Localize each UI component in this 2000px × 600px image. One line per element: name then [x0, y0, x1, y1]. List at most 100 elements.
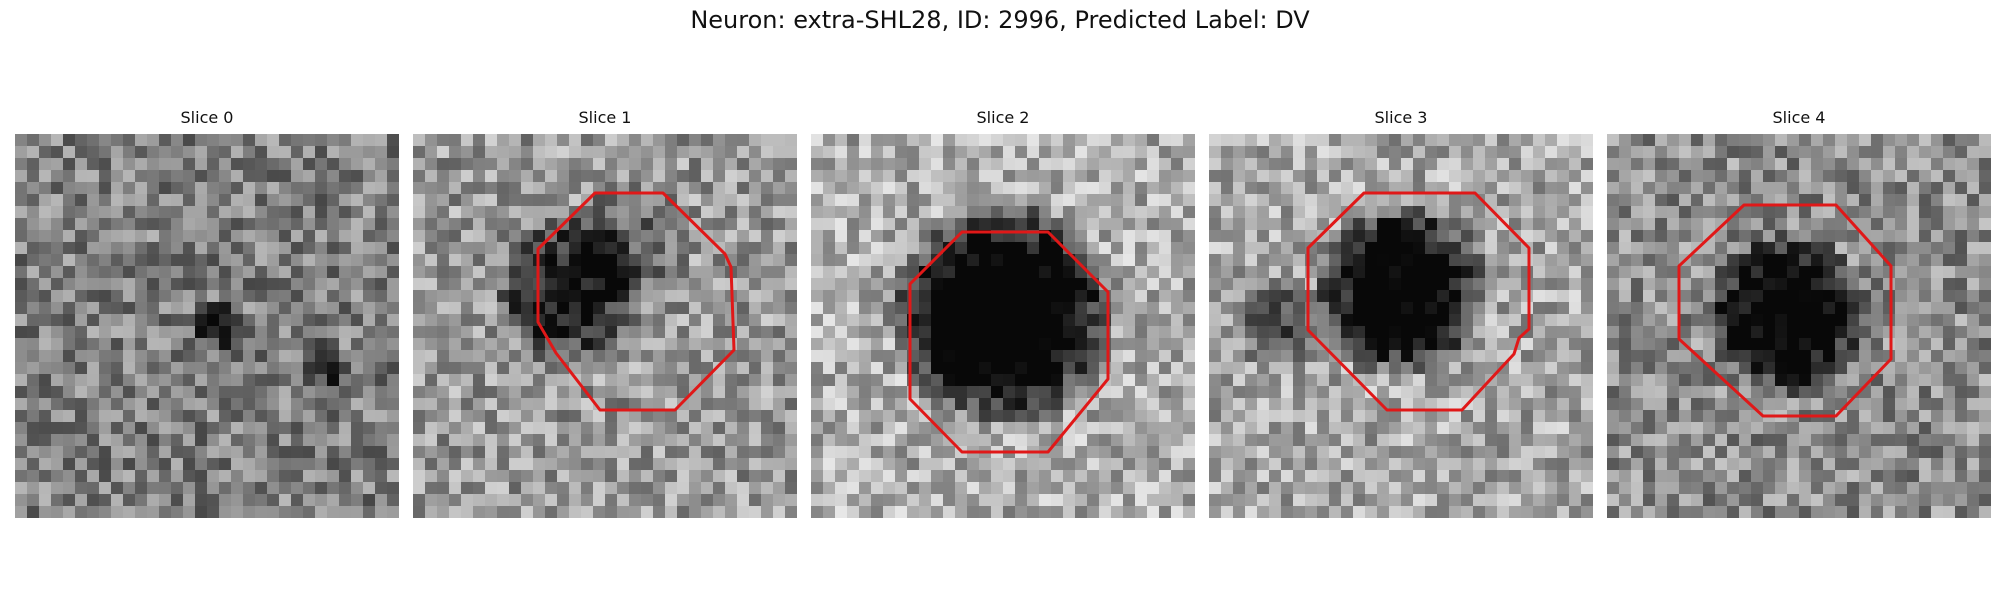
pixel-cell	[1269, 254, 1281, 266]
pixel-cell	[1317, 506, 1329, 518]
pixel-cell	[895, 422, 907, 434]
pixel-cell	[135, 350, 147, 362]
pixel-cell	[1461, 254, 1473, 266]
pixel-cell	[1341, 266, 1353, 278]
pixel-cell	[1643, 290, 1655, 302]
pixel-cell	[1329, 218, 1341, 230]
pixel-cell	[51, 158, 63, 170]
pixel-cell	[1171, 446, 1183, 458]
pixel-cell	[871, 386, 883, 398]
pixel-cell	[883, 158, 895, 170]
pixel-cell	[231, 170, 243, 182]
pixel-cell	[87, 230, 99, 242]
pixel-cell	[979, 278, 991, 290]
pixel-cell	[919, 446, 931, 458]
pixel-cell	[581, 182, 593, 194]
pixel-cell	[811, 434, 823, 446]
pixel-cell	[291, 374, 303, 386]
pixel-cell	[87, 506, 99, 518]
pixel-cell	[1413, 434, 1425, 446]
pixel-cell	[497, 134, 509, 146]
pixel-cell	[1233, 434, 1245, 446]
pixel-cell	[1895, 362, 1907, 374]
pixel-cell	[195, 266, 207, 278]
pixel-cell	[1643, 326, 1655, 338]
pixel-cell	[1955, 290, 1967, 302]
pixel-cell	[823, 398, 835, 410]
pixel-cell	[1751, 146, 1763, 158]
pixel-cell	[1823, 434, 1835, 446]
slice-title: Slice 3	[1374, 108, 1428, 127]
pixel-cell	[1569, 338, 1581, 350]
pixel-cell	[689, 410, 701, 422]
pixel-cell	[943, 170, 955, 182]
pixel-cell	[425, 338, 437, 350]
pixel-cell	[871, 206, 883, 218]
pixel-cell	[665, 170, 677, 182]
pixel-cell	[569, 170, 581, 182]
pixel-cell	[473, 206, 485, 218]
pixel-cell	[883, 314, 895, 326]
pixel-cell	[593, 338, 605, 350]
pixel-cell	[1461, 194, 1473, 206]
pixel-cell	[847, 242, 859, 254]
pixel-cell	[51, 410, 63, 422]
pixel-cell	[943, 398, 955, 410]
pixel-cell	[919, 338, 931, 350]
pixel-cell	[1955, 170, 1967, 182]
pixel-cell	[485, 134, 497, 146]
pixel-cell	[327, 314, 339, 326]
pixel-cell	[99, 302, 111, 314]
pixel-cell	[1461, 266, 1473, 278]
pixel-cell	[811, 218, 823, 230]
pixel-cell	[461, 134, 473, 146]
pixel-cell	[1437, 314, 1449, 326]
pixel-cell	[725, 158, 737, 170]
pixel-cell	[1485, 314, 1497, 326]
pixel-cell	[351, 410, 363, 422]
pixel-cell	[1643, 458, 1655, 470]
pixel-cell	[111, 266, 123, 278]
pixel-cell	[557, 338, 569, 350]
pixel-cell	[461, 230, 473, 242]
pixel-cell	[303, 410, 315, 422]
pixel-cell	[653, 134, 665, 146]
pixel-cell	[437, 350, 449, 362]
pixel-cell	[605, 314, 617, 326]
pixel-cell	[1111, 410, 1123, 422]
pixel-cell	[749, 482, 761, 494]
pixel-cell	[677, 434, 689, 446]
pixel-cell	[1063, 278, 1075, 290]
pixel-cell	[1607, 254, 1619, 266]
pixel-cell	[859, 494, 871, 506]
pixel-grid	[15, 134, 399, 518]
pixel-cell	[449, 218, 461, 230]
pixel-cell	[1365, 158, 1377, 170]
pixel-cell	[761, 458, 773, 470]
pixel-cell	[1763, 254, 1775, 266]
pixel-cell	[617, 170, 629, 182]
pixel-cell	[1607, 398, 1619, 410]
pixel-cell	[1497, 326, 1509, 338]
pixel-cell	[1631, 290, 1643, 302]
pixel-cell	[1691, 458, 1703, 470]
pixel-cell	[473, 158, 485, 170]
pixel-cell	[1883, 266, 1895, 278]
pixel-cell	[835, 338, 847, 350]
pixel-cell	[1329, 386, 1341, 398]
pixel-cell	[725, 182, 737, 194]
pixel-cell	[1317, 398, 1329, 410]
pixel-cell	[27, 314, 39, 326]
pixel-cell	[665, 254, 677, 266]
pixel-cell	[1799, 314, 1811, 326]
pixel-cell	[1739, 266, 1751, 278]
pixel-cell	[1485, 506, 1497, 518]
pixel-cell	[749, 422, 761, 434]
pixel-cell	[1257, 458, 1269, 470]
pixel-cell	[1147, 422, 1159, 434]
pixel-cell	[1027, 350, 1039, 362]
pixel-cell	[1003, 422, 1015, 434]
pixel-cell	[15, 314, 27, 326]
pixel-cell	[967, 206, 979, 218]
pixel-cell	[1739, 206, 1751, 218]
